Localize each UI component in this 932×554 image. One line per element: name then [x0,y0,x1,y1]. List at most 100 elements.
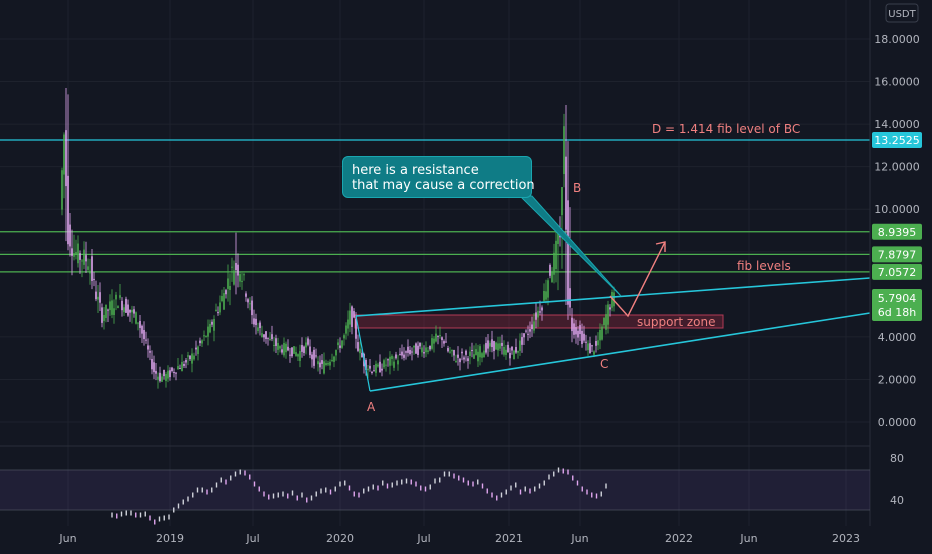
candle-body [291,347,293,357]
candle-body [579,325,581,335]
candle-body [287,346,289,351]
candle-body [383,360,385,368]
projection-arrowhead [655,241,666,252]
time-tick-label: 2022 [665,532,693,545]
candle-body [467,358,469,361]
candle-body [297,354,299,357]
candle-body [311,354,313,360]
candle-body [323,361,325,374]
candle-body [303,346,305,353]
time-tick-label: Jun [570,532,588,545]
candle-body [151,359,153,370]
candle-body [239,274,241,282]
candle-body [155,370,157,374]
callout-line-2: that may cause a correction [352,178,535,193]
label-d-level: D = 1.414 fib level of BC [652,122,800,136]
projection-arrow [609,241,666,318]
candle-body [455,360,457,362]
candle-body [193,355,195,360]
candle-body [209,323,211,333]
candle-body [569,288,571,308]
candle-body [259,322,261,329]
candle-body [511,346,513,351]
candle-body [451,350,453,352]
wedge-start-line [355,315,371,392]
last-price-tag: 5.7904 6d 18h [872,289,922,321]
candle-body [341,340,343,348]
candle-body [337,342,339,346]
candle-body [249,303,251,305]
currency-badge[interactable]: USDT [885,3,919,23]
candle-body [199,340,201,344]
candle-body [575,327,577,335]
candle-body [527,333,529,335]
candle-body [89,270,91,274]
candle-body [389,356,391,366]
candle-body [583,333,585,341]
candle-body [153,362,155,373]
candle-body [225,290,227,295]
candle-body [525,330,527,332]
candle-body [271,334,273,340]
candle-body [487,340,489,349]
rsi-tick-label: 40 [890,494,904,507]
candle-body [97,296,99,300]
rsi-axis: 80 40 [890,452,904,507]
last-price-countdown: 6d 18h [878,306,916,319]
candle-body [321,360,323,364]
candle-body [343,335,345,339]
candle-body [147,345,149,350]
rsi-tick-label: 80 [890,452,904,465]
candle-body [421,347,423,353]
candle-body [507,344,509,353]
candle-body [563,126,565,175]
candle-body [537,310,539,318]
candle-body [475,349,477,355]
candle-body [71,248,73,256]
price-axis: 18.000016.000014.000012.000010.00008.000… [874,33,920,429]
candle-body [301,345,303,352]
level-tag-bg [872,246,922,263]
candle-body [307,338,309,345]
candle-body [425,347,427,353]
candle-body [87,266,89,270]
candle-body [411,351,413,353]
candle-body [125,298,127,313]
candle-body [449,351,451,353]
candle-body [453,350,455,356]
candle-body [67,175,69,245]
candle-body [283,343,285,356]
label-point-c: C [600,357,608,371]
rsi-band [0,470,870,510]
resistance-callout: here is a resistance that may cause a co… [342,156,535,198]
candle-body [417,345,419,355]
candle-body [75,252,77,255]
candle-body [213,319,215,331]
candle-body [443,341,445,344]
trendline-upper [355,277,871,317]
candle-body [139,320,141,328]
candle-body [523,333,525,338]
candle-body [121,300,123,311]
candle-body [157,376,159,380]
time-tick-label: Jun [58,532,76,545]
candle-body [329,361,331,366]
candle-body [391,355,393,359]
candle-body [81,260,83,262]
candle-body [221,296,223,301]
candle-body [441,337,443,341]
candle-body [123,307,125,313]
candle-body [481,353,483,358]
candle-body [327,363,329,365]
candle-body [269,338,271,341]
candle-body [485,343,487,353]
candle-body [241,280,243,282]
candle-body [501,342,503,346]
candle-body [599,329,601,341]
candle-body [179,368,181,370]
candle-body [609,307,611,310]
candle-body [203,335,205,337]
candle-body [565,156,567,230]
candle-body [429,345,431,350]
